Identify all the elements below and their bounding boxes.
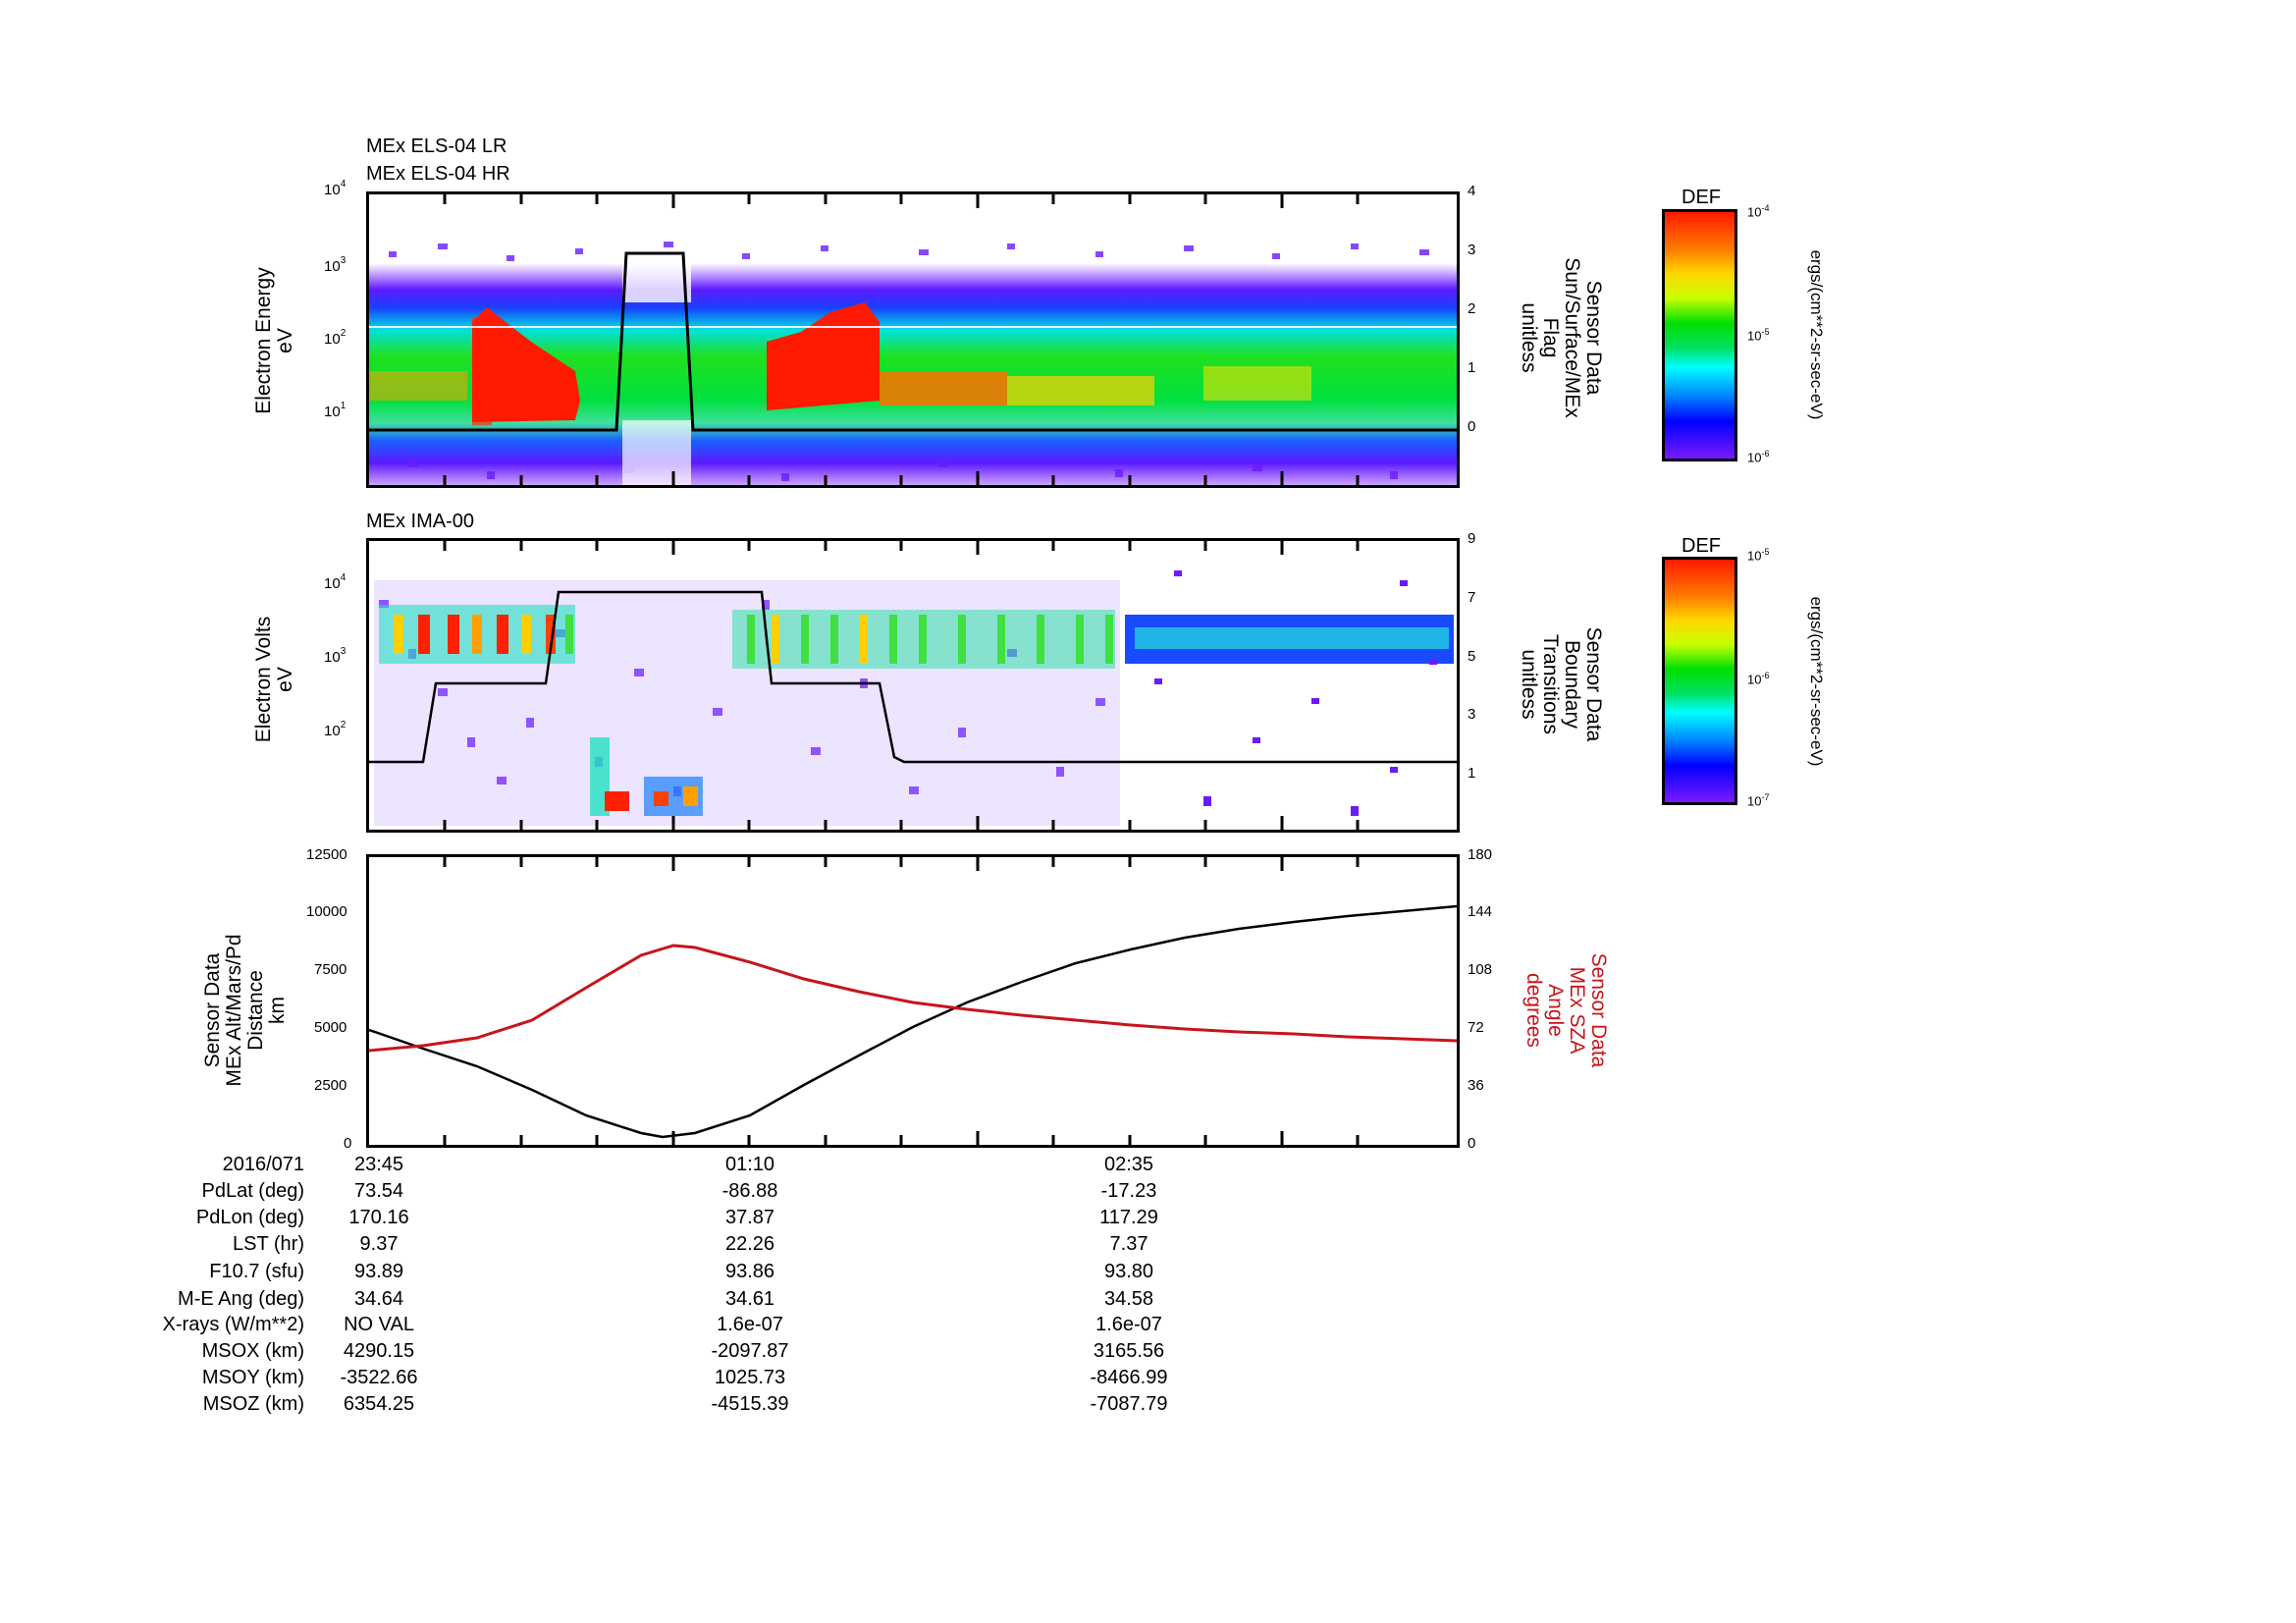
altitude-line bbox=[369, 904, 1457, 1139]
colorbar1-title: DEF bbox=[1682, 187, 1721, 208]
time-label-1: 01:10 bbox=[724, 1154, 775, 1175]
row-value: -2097.87 bbox=[711, 1340, 789, 1362]
row-value: NO VAL bbox=[344, 1314, 414, 1335]
row-value: 34.58 bbox=[1103, 1288, 1154, 1310]
colorbar-1 bbox=[1662, 209, 1737, 461]
row-value: 117.29 bbox=[1099, 1207, 1158, 1228]
row-value: 37.87 bbox=[724, 1207, 775, 1228]
line-plot[interactable] bbox=[366, 854, 1460, 1148]
ima-title: MEx IMA-00 bbox=[366, 511, 475, 532]
line-y2label: Sensor Data MEx SZA Angle degrees bbox=[1522, 952, 1610, 1068]
els-ytick-1e1: 101 bbox=[324, 401, 347, 420]
colorbar2-mid: 10-6 bbox=[1747, 671, 1770, 687]
row-label: X-rays (W/m**2) bbox=[162, 1314, 304, 1335]
ima-ytick-1e2: 102 bbox=[324, 720, 347, 739]
colorbar1-min: 10-6 bbox=[1747, 449, 1770, 465]
row-value: 6354.25 bbox=[343, 1393, 415, 1415]
els-ylabel: Electron Energy eV bbox=[252, 267, 296, 414]
time-label-2: 02:35 bbox=[1103, 1154, 1154, 1175]
line-ytick: 5000 bbox=[314, 1019, 347, 1036]
colorbar1-mid: 10-5 bbox=[1747, 327, 1770, 344]
line-y2tick: 0 bbox=[1468, 1135, 1476, 1152]
els-ytick-1e2: 102 bbox=[324, 328, 347, 348]
row-value: 93.89 bbox=[353, 1261, 404, 1282]
row-label: MSOZ (km) bbox=[202, 1393, 304, 1415]
row-value: 170.16 bbox=[348, 1207, 409, 1228]
row-value: 34.64 bbox=[353, 1288, 404, 1310]
row-value: -7087.79 bbox=[1090, 1393, 1168, 1415]
ima-y2tick: 3 bbox=[1468, 706, 1476, 723]
row-label: MSOX (km) bbox=[201, 1340, 304, 1362]
els-title-lr: MEx ELS-04 LR bbox=[366, 135, 507, 157]
els-y2tick: 0 bbox=[1468, 418, 1476, 435]
ima-y2tick: 9 bbox=[1468, 530, 1476, 547]
ima-heatmap bbox=[369, 541, 1457, 830]
row-value: 73.54 bbox=[353, 1180, 404, 1202]
row-value: 7.37 bbox=[1109, 1233, 1148, 1255]
ima-y2tick: 1 bbox=[1468, 765, 1476, 782]
els-heatmap bbox=[369, 194, 1457, 485]
line-y2tick: 72 bbox=[1468, 1019, 1484, 1036]
colorbar2-units: ergs/(cm**2-sr-sec-eV) bbox=[1807, 596, 1826, 767]
row-label: PdLat (deg) bbox=[201, 1180, 304, 1202]
els-y2tick: 3 bbox=[1468, 242, 1476, 258]
els-title-hr: MEx ELS-04 HR bbox=[366, 163, 510, 185]
line-ylabel: Sensor Data MEx Alt/Mars/Pd Distance km bbox=[201, 934, 289, 1087]
colorbar1-max: 10-4 bbox=[1747, 203, 1770, 220]
line-y2tick: 180 bbox=[1468, 846, 1493, 863]
els-y2label: Sensor Data Sun/Surface/MEx Flag unitless bbox=[1518, 257, 1605, 418]
row-value: -8466.99 bbox=[1090, 1367, 1168, 1388]
row-value: -17.23 bbox=[1100, 1180, 1157, 1202]
line-y2tick: 144 bbox=[1468, 903, 1493, 920]
els-y2tick: 1 bbox=[1468, 359, 1476, 376]
line-ytick: 0 bbox=[344, 1135, 352, 1152]
row-label: F10.7 (sfu) bbox=[209, 1261, 304, 1282]
els-ytick-1e4: 104 bbox=[324, 179, 347, 198]
row-value: 3165.56 bbox=[1093, 1340, 1165, 1362]
row-label: MSOY (km) bbox=[201, 1367, 304, 1388]
row-value: 1025.73 bbox=[714, 1367, 786, 1388]
row-label: M-E Ang (deg) bbox=[178, 1288, 304, 1310]
ima-ytick-1e3: 103 bbox=[324, 646, 347, 666]
row-label: LST (hr) bbox=[233, 1233, 304, 1255]
ima-y2label: Sensor Data Boundary Transitions unitless bbox=[1518, 626, 1605, 742]
colorbar-2 bbox=[1662, 557, 1737, 805]
colorbar2-min: 10-7 bbox=[1747, 792, 1770, 809]
line-y2tick: 36 bbox=[1468, 1077, 1484, 1094]
ima-y2tick: 5 bbox=[1468, 648, 1476, 665]
row-value: 1.6e-07 bbox=[717, 1314, 783, 1335]
line-ytick: 10000 bbox=[306, 903, 347, 920]
table-date: 2016/071 bbox=[222, 1154, 304, 1175]
row-value: 34.61 bbox=[724, 1288, 775, 1310]
row-label: PdLon (deg) bbox=[195, 1207, 304, 1228]
els-ytick-1e3: 103 bbox=[324, 255, 347, 275]
row-value: -86.88 bbox=[721, 1180, 778, 1202]
row-value: 93.86 bbox=[724, 1261, 775, 1282]
sza-line bbox=[369, 944, 1457, 1053]
row-value: -3522.66 bbox=[340, 1367, 418, 1388]
row-value: 9.37 bbox=[359, 1233, 399, 1255]
colorbar1-units: ergs/(cm**2-sr-sec-eV) bbox=[1807, 249, 1826, 420]
ima-ylabel: Electron Volts eV bbox=[252, 616, 296, 743]
els-y2tick: 2 bbox=[1468, 300, 1476, 317]
ima-spectrogram[interactable] bbox=[366, 538, 1460, 833]
line-ytick: 2500 bbox=[314, 1077, 347, 1094]
row-value: 22.26 bbox=[724, 1233, 775, 1255]
colorbar2-title: DEF bbox=[1682, 535, 1721, 557]
row-value: -4515.39 bbox=[711, 1393, 789, 1415]
line-ytick: 7500 bbox=[314, 961, 347, 978]
line-plot-svg bbox=[369, 857, 1457, 1145]
colorbar2-max: 10-5 bbox=[1747, 547, 1770, 564]
line-y2tick: 108 bbox=[1468, 961, 1493, 978]
row-value: 4290.15 bbox=[343, 1340, 415, 1362]
row-value: 93.80 bbox=[1103, 1261, 1154, 1282]
els-spectrogram[interactable] bbox=[366, 191, 1460, 488]
ima-ytick-1e4: 104 bbox=[324, 572, 347, 592]
row-value: 1.6e-07 bbox=[1095, 1314, 1162, 1335]
line-ytick: 12500 bbox=[306, 846, 347, 863]
els-y2tick: 4 bbox=[1468, 183, 1476, 199]
time-label-0: 23:45 bbox=[353, 1154, 404, 1175]
ima-y2tick: 7 bbox=[1468, 589, 1476, 606]
